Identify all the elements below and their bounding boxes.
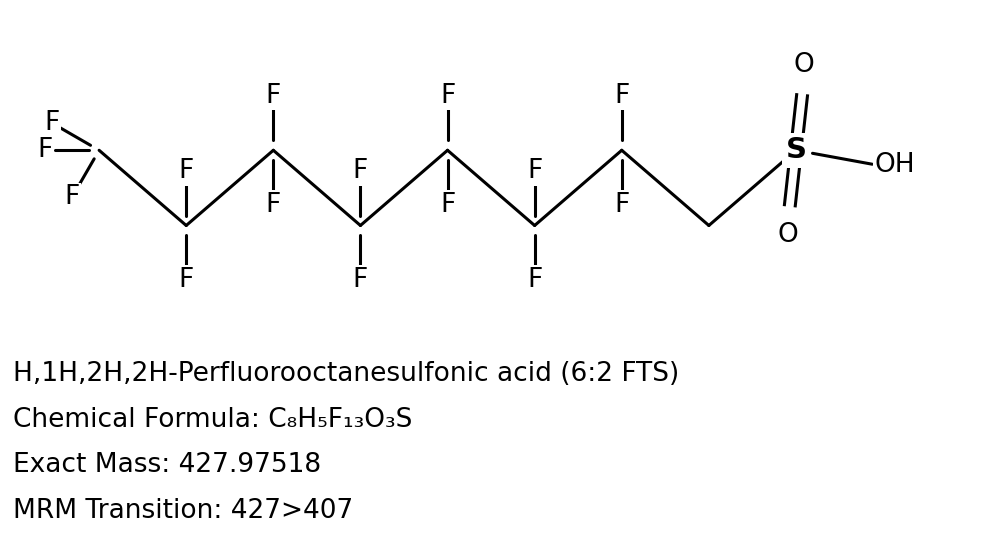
- Text: Exact Mass: 427.97518: Exact Mass: 427.97518: [13, 452, 321, 478]
- Text: O: O: [794, 52, 814, 78]
- Text: O: O: [778, 223, 798, 248]
- Text: F: F: [440, 191, 455, 218]
- Text: Chemical Formula: C₈H₅F₁₃O₃S: Chemical Formula: C₈H₅F₁₃O₃S: [13, 406, 412, 433]
- Text: F: F: [266, 83, 281, 109]
- Text: F: F: [527, 267, 542, 293]
- Text: F: F: [614, 83, 629, 109]
- Text: F: F: [179, 158, 194, 184]
- Text: F: F: [44, 110, 60, 136]
- Text: H,1H,2H,2H-Perfluorooctanesulfonic acid (6:2 FTS): H,1H,2H,2H-Perfluorooctanesulfonic acid …: [13, 361, 679, 387]
- Text: MRM Transition: 427>407: MRM Transition: 427>407: [13, 498, 353, 523]
- Text: F: F: [527, 158, 542, 184]
- Text: F: F: [353, 158, 368, 184]
- Text: F: F: [353, 267, 368, 293]
- Text: S: S: [785, 136, 806, 164]
- Text: F: F: [64, 184, 80, 211]
- Text: F: F: [266, 191, 281, 218]
- Text: F: F: [440, 83, 455, 109]
- Text: F: F: [37, 137, 52, 163]
- Text: F: F: [614, 191, 629, 218]
- Text: OH: OH: [875, 152, 915, 178]
- Text: F: F: [179, 267, 194, 293]
